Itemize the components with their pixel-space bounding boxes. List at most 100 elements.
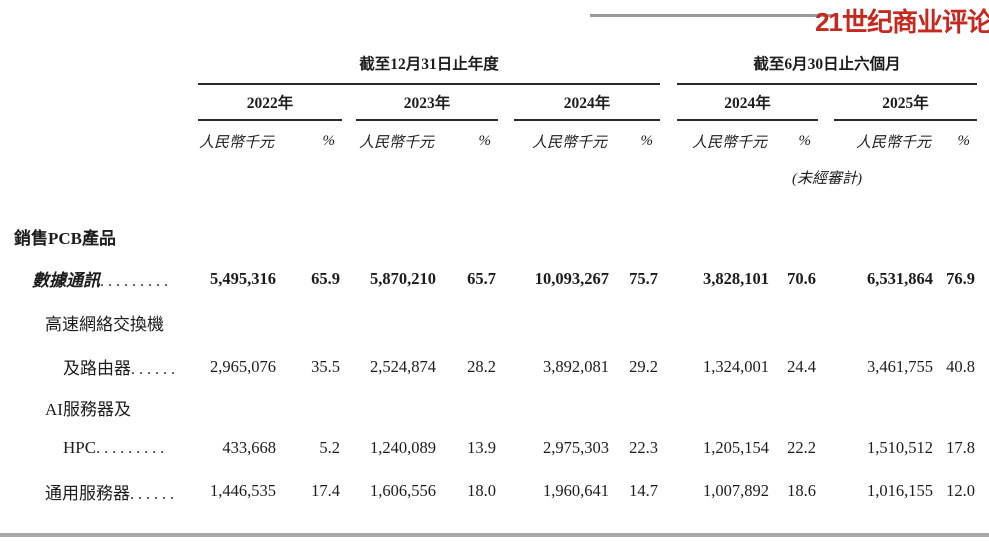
spacer-cell (660, 469, 677, 513)
cell-value: 1,446,535 (210, 481, 276, 500)
cell-value: 1,205,154 (703, 437, 770, 457)
col-header-amount: 人民幣千元 (358, 135, 434, 151)
period-header-interim: 截至6月30日止六個月 (677, 42, 978, 85)
spacer-cell (818, 426, 834, 469)
year-header-2022: 2022年 (198, 84, 342, 121)
spacer-cell (818, 469, 834, 513)
unaudited-row: (未經審計) (14, 162, 977, 192)
cell-value: 12.0 (946, 481, 976, 500)
cell-value: 5,495,316 (210, 268, 276, 288)
cell-value: 2,965,076 (210, 356, 276, 376)
bottom-bar (0, 533, 989, 537)
spacer-cell (498, 120, 514, 162)
col-header-pct: % (957, 133, 971, 149)
cell-value: 18.6 (787, 481, 817, 500)
cell-value: 24.4 (787, 356, 817, 376)
year-header-row: 2022年 2023年 2024年 2024年 2025年 (14, 84, 978, 121)
col-header-pct: % (322, 133, 336, 149)
spacer-cell (660, 84, 677, 120)
spacer-cell (660, 256, 677, 301)
spacer-cell (342, 84, 356, 120)
spacer-cell (342, 256, 356, 301)
row-label-text: 高速網絡交換機 (45, 315, 164, 334)
col-header-amount: 人民幣千元 (198, 135, 274, 151)
spacer-cell (660, 120, 677, 162)
cell-value: 35.5 (311, 356, 340, 376)
spacer-cell (660, 162, 677, 192)
cell-value: 22.3 (629, 437, 659, 457)
year-header-2024: 2024年 (514, 84, 661, 121)
spacer-cell (342, 344, 356, 389)
cell-value: 3,892,081 (543, 356, 609, 376)
col-header-amount: 人民幣千元 (531, 135, 607, 151)
row-label-text: HPC (63, 437, 97, 457)
spacer-cell (342, 469, 356, 513)
row-label-text: 數據通訊 (32, 271, 100, 290)
spacer-cell (198, 389, 977, 426)
cell-value: 29.2 (629, 356, 659, 376)
dot-leader: ...... (130, 485, 178, 503)
spacer-cell (342, 120, 356, 162)
cell-value: 22.2 (787, 437, 817, 457)
cell-value: 2,524,874 (370, 356, 436, 376)
cell-value: 1,016,155 (867, 481, 934, 500)
spacer-cell (818, 344, 834, 389)
col-header-amount: 人民幣千元 (692, 135, 768, 151)
col-header-pct: % (478, 133, 492, 149)
cell-value: 1,240,089 (370, 437, 436, 457)
cell-value: 14.7 (629, 481, 659, 500)
spacer-cell (818, 120, 834, 162)
year-header-interim-2024: 2024年 (677, 84, 819, 121)
dot-leader: ......... (96, 439, 169, 457)
table-row: HPC......... 433,668 5.2 1,240,089 13.9 … (14, 426, 977, 469)
spacer-cell (818, 256, 834, 301)
row-label: 數據通訊......... (14, 256, 198, 301)
spacer-cell (14, 162, 198, 192)
col-header-amount: 人民幣千元 (856, 135, 932, 151)
cell-value: 1,606,556 (370, 481, 436, 500)
cell-value: 17.8 (946, 437, 976, 457)
cell-value: 75.7 (629, 268, 659, 288)
spacer-cell (14, 42, 198, 84)
spacer-cell (660, 42, 677, 84)
spacer-cell (14, 120, 198, 162)
spacer-cell (498, 256, 514, 301)
cell-value: 2,975,303 (543, 437, 609, 457)
row-label: AI服務器及 (14, 389, 198, 426)
spacer-cell (198, 301, 977, 344)
section-label: 銷售PCB產品 (14, 228, 116, 248)
cell-value: 5.2 (319, 437, 340, 457)
spacer-cell (660, 344, 677, 389)
spacer-cell (342, 426, 356, 469)
cell-value: 65.9 (311, 268, 340, 288)
spacer-cell (498, 84, 514, 120)
spacer-cell (818, 84, 834, 120)
row-label-text: 通用服務器 (45, 483, 130, 503)
col-header-pct: % (798, 133, 812, 149)
row-label: 及路由器...... (14, 344, 198, 389)
cell-value: 10,093,267 (534, 268, 609, 288)
spacer-cell (198, 162, 660, 192)
cell-value: 1,510,512 (867, 437, 934, 457)
unaudited-note: (未經審計) (792, 170, 863, 187)
dot-leader: ...... (131, 361, 179, 378)
row-label: HPC......... (14, 426, 198, 469)
spacer-row (14, 192, 977, 216)
cell-value: 3,828,101 (703, 268, 770, 288)
table-row: AI服務器及 (14, 389, 977, 426)
column-header-row: 人民幣千元 % 人民幣千元 % 人民幣千元 % 人民幣千元 % 人民幣千元 % (14, 120, 977, 162)
cell-value: 17.4 (311, 481, 340, 500)
cell-value: 3,461,755 (867, 356, 934, 376)
cell-value: 5,870,210 (370, 268, 436, 288)
row-label: 通用服務器...... (14, 469, 198, 513)
cell-value: 1,324,001 (703, 356, 770, 376)
cell-value: 18.0 (467, 481, 496, 500)
cell-value: 433,668 (222, 437, 276, 457)
period-header-row: 截至12月31日止年度 截至6月30日止六個月 (14, 42, 978, 85)
row-label-text: AI服務器及 (45, 400, 131, 419)
cell-value: 76.9 (946, 268, 976, 288)
cell-value: 1,007,892 (703, 481, 770, 500)
masthead-rule (590, 14, 834, 17)
period-header-annual: 截至12月31日止年度 (198, 42, 661, 85)
table-row: 及路由器...... 2,965,076 35.5 2,524,874 28.2… (14, 344, 977, 389)
